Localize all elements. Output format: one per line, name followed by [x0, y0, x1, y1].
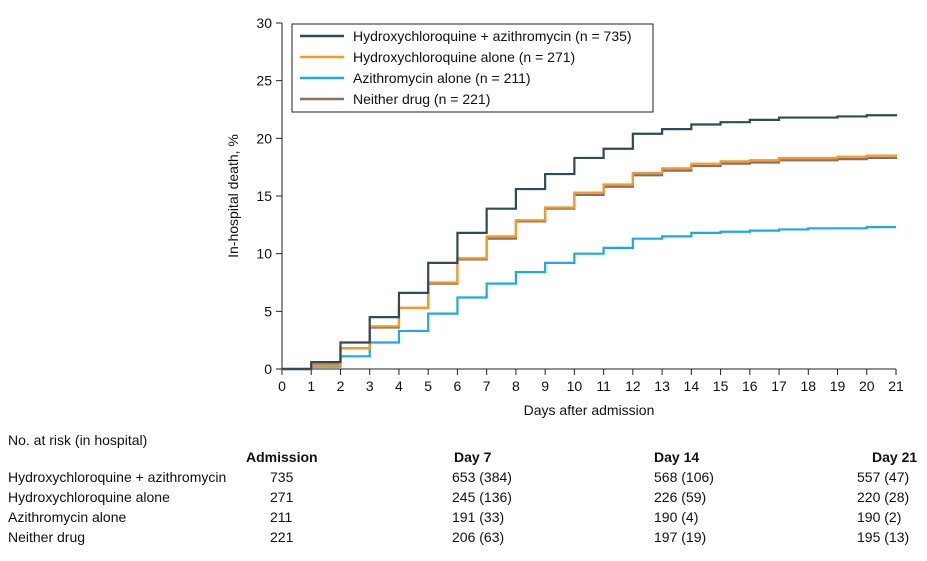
y-tick-label: 15 [256, 188, 272, 204]
series-line-3 [282, 156, 898, 371]
x-tick-label: 8 [512, 378, 520, 394]
x-tick-label: 14 [684, 378, 700, 394]
x-tick-label: 13 [654, 378, 670, 394]
y-tick-label: 0 [264, 361, 272, 377]
series-line-0 [282, 114, 898, 371]
x-tick-label: 7 [483, 378, 491, 394]
x-tick-label: 9 [541, 378, 549, 394]
legend-label: Neither drug (n = 221) [353, 91, 490, 107]
x-tick-label: 1 [307, 378, 315, 394]
x-tick-label: 12 [625, 378, 641, 394]
x-tick-label: 10 [567, 378, 583, 394]
legend-label: Azithromycin alone (n = 211) [353, 70, 531, 86]
series-line-2 [282, 226, 896, 371]
x-tick-label: 19 [830, 378, 846, 394]
series-line-1 [282, 154, 898, 371]
x-tick-label: 3 [366, 378, 374, 394]
x-axis-label: Days after admission [524, 402, 655, 418]
x-tick-label: 11 [596, 378, 611, 394]
x-tick-label: 0 [278, 378, 286, 394]
x-tick-label: 16 [742, 378, 758, 394]
y-axis-label: In-hospital death, % [225, 134, 241, 258]
x-tick-label: 6 [454, 378, 462, 394]
x-tick-label: 21 [888, 378, 904, 394]
legend-box [291, 23, 654, 113]
y-tick-label: 10 [256, 246, 272, 262]
x-tick-label: 20 [859, 378, 875, 394]
x-tick-label: 17 [771, 378, 787, 394]
y-tick-label: 30 [256, 15, 272, 31]
x-tick-label: 15 [713, 378, 729, 394]
x-tick-label: 18 [800, 378, 816, 394]
x-tick-label: 4 [395, 378, 403, 394]
y-tick-label: 25 [256, 73, 272, 89]
x-tick-label: 2 [337, 378, 345, 394]
x-tick-label: 5 [424, 378, 432, 394]
y-tick-label: 5 [264, 303, 272, 319]
y-tick-label: 20 [256, 130, 272, 146]
legend-label: Hydroxychloroquine alone (n = 271) [353, 49, 575, 65]
legend-label: Hydroxychloroquine + azithromycin (n = 7… [353, 28, 632, 44]
